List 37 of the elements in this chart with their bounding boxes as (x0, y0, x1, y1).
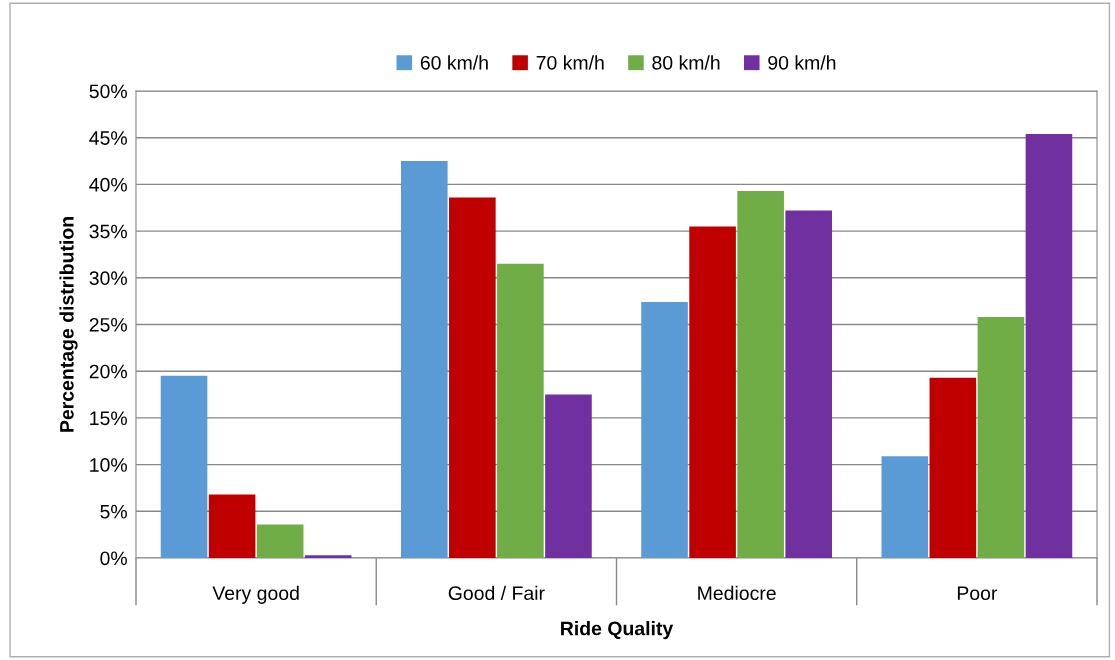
legend-label: 80 km/h (652, 55, 720, 70)
bar (208, 494, 256, 558)
legend-label: 90 km/h (768, 55, 836, 70)
y-axis-title: Percentage distribution (59, 217, 78, 432)
x-tick-label: Very good (212, 585, 299, 604)
bar (545, 394, 592, 558)
bar (929, 377, 977, 558)
x-tick-label: Mediocre (698, 585, 776, 601)
y-tick-label: 25% (89, 317, 127, 332)
y-tick-label: 10% (90, 458, 127, 472)
legend-label: 60 km/h (420, 55, 488, 70)
x-axis-title: Ride Quality (561, 621, 674, 640)
bar (881, 456, 929, 558)
bar (641, 302, 688, 558)
y-tick-label: 50% (89, 84, 127, 99)
bar (737, 190, 784, 558)
y-tick-label: 30% (89, 271, 127, 286)
bar (401, 161, 448, 558)
bar (497, 263, 544, 558)
bar (160, 375, 208, 558)
y-tick-label: 5% (100, 504, 127, 519)
x-tick-label: Poor (957, 586, 998, 601)
bar (689, 226, 736, 558)
bar (449, 197, 496, 558)
legend-label: 70 km/h (536, 55, 604, 70)
y-tick-label: 20% (89, 364, 127, 379)
y-tick-label: 15% (90, 411, 127, 426)
bar (256, 524, 304, 558)
y-tick-label: 35% (89, 224, 127, 239)
bar (1025, 133, 1073, 558)
x-tick-label: Good / Fair (448, 585, 545, 601)
bar (304, 555, 352, 558)
y-tick-label: 45% (89, 131, 127, 145)
y-tick-label: 0% (100, 551, 127, 566)
y-tick-label: 40% (89, 177, 127, 192)
bar (785, 210, 832, 558)
bar (977, 317, 1025, 558)
